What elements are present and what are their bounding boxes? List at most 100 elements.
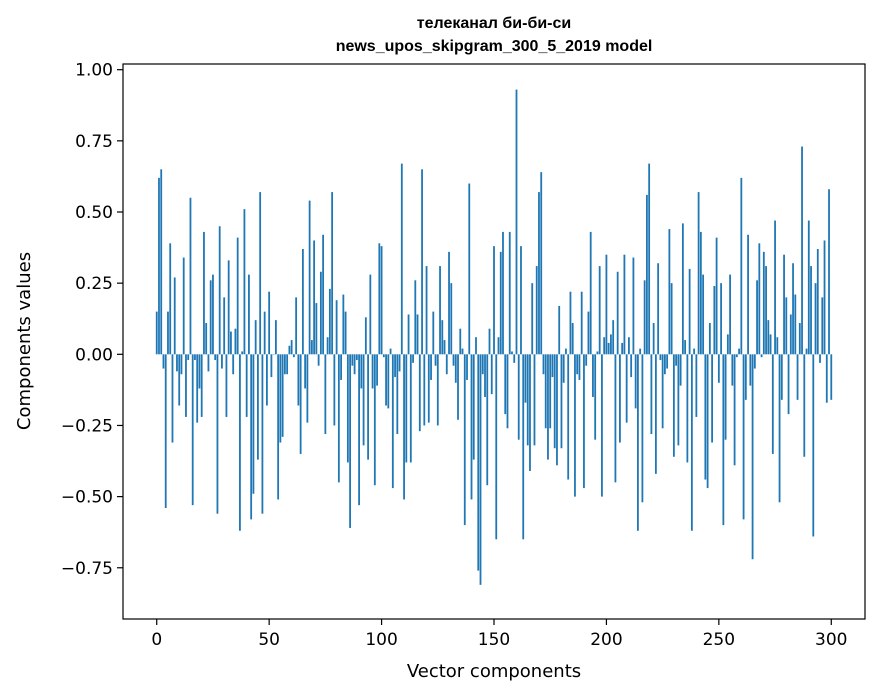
x-tick-label-250: 250 — [703, 630, 735, 650]
bar-201 — [607, 342, 610, 355]
bar-36 — [236, 237, 239, 355]
bar-128 — [443, 340, 446, 355]
bar-96 — [371, 354, 374, 389]
bar-67 — [306, 354, 309, 423]
bar-238 — [690, 354, 693, 531]
bar-142 — [475, 337, 477, 355]
bar-109 — [400, 163, 403, 355]
bar-143 — [477, 354, 480, 571]
bar-61 — [292, 354, 295, 358]
bar-22 — [205, 323, 208, 355]
bar-240 — [695, 354, 698, 417]
bar-183 — [567, 354, 570, 480]
bar-117 — [418, 354, 421, 432]
bar-268 — [758, 243, 761, 355]
bar-69 — [310, 340, 313, 355]
bar-188 — [578, 354, 581, 380]
bar-205 — [616, 271, 619, 355]
bar-113 — [409, 354, 412, 463]
y-tick-label-6: 0.75 — [75, 132, 113, 152]
bar-11 — [180, 354, 183, 375]
bar-165 — [526, 354, 529, 446]
bar-66 — [304, 354, 307, 389]
x-tick-label-300: 300 — [815, 630, 847, 650]
bar-55 — [279, 354, 282, 443]
bar-180 — [560, 354, 563, 449]
bar-225 — [661, 354, 664, 429]
bar-192 — [587, 311, 590, 355]
x-tick-label-0: 0 — [151, 630, 162, 650]
bar-289 — [805, 348, 808, 355]
bar-97 — [373, 354, 376, 486]
bar-215 — [639, 348, 642, 355]
bar-169 — [535, 266, 538, 355]
bar-283 — [792, 263, 794, 355]
bar-161 — [517, 354, 520, 440]
bar-92 — [362, 354, 365, 446]
bar-46 — [259, 192, 262, 355]
bar-40 — [245, 354, 248, 417]
bar-270 — [762, 251, 765, 355]
bar-90 — [358, 354, 360, 506]
bar-281 — [787, 354, 790, 415]
bar-108 — [398, 354, 401, 372]
bar-50 — [268, 291, 271, 355]
bar-236 — [686, 354, 689, 463]
bar-202 — [610, 334, 612, 355]
bar-125 — [436, 354, 439, 426]
bar-197 — [598, 266, 601, 355]
bar-24 — [209, 280, 212, 355]
bar-70 — [313, 240, 316, 355]
bar-233 — [679, 354, 682, 386]
bar-291 — [810, 266, 812, 355]
bar-124 — [434, 354, 437, 366]
bar-23 — [207, 354, 210, 372]
bar-287 — [801, 146, 803, 355]
bar-189 — [580, 291, 583, 355]
bar-28 — [218, 226, 221, 355]
bar-139 — [468, 183, 471, 355]
bar-78 — [331, 192, 334, 355]
bar-285 — [796, 354, 799, 400]
bar-178 — [556, 354, 558, 466]
bar-256 — [731, 354, 734, 386]
bar-247 — [711, 354, 713, 443]
bar-179 — [558, 305, 561, 355]
bar-158 — [511, 351, 513, 355]
bar-198 — [601, 354, 603, 497]
bar-8 — [173, 277, 176, 355]
bar-141 — [472, 354, 475, 460]
bar-129 — [445, 354, 448, 375]
bar-204 — [614, 354, 617, 483]
bar-208 — [623, 254, 626, 355]
bar-84 — [344, 311, 347, 355]
bar-275 — [774, 220, 776, 355]
bar-147 — [486, 354, 489, 486]
bar-47 — [261, 354, 264, 514]
bar-295 — [819, 354, 821, 363]
y-tick-label-0: −0.75 — [61, 559, 113, 579]
bar-111 — [405, 354, 408, 463]
x-tick-label-50: 50 — [258, 630, 280, 650]
bar-290 — [807, 220, 810, 355]
bar-119 — [423, 354, 426, 426]
bar-166 — [529, 354, 531, 471]
bar-199 — [603, 337, 606, 355]
bar-114 — [412, 354, 414, 363]
bar-214 — [637, 354, 639, 531]
bar-87 — [351, 354, 354, 366]
bar-63 — [297, 354, 300, 406]
bar-252 — [722, 354, 725, 526]
bar-34 — [232, 354, 235, 375]
x-tick-label-200: 200 — [590, 630, 622, 650]
bar-39 — [243, 209, 246, 355]
bar-45 — [257, 354, 259, 460]
bar-71 — [315, 303, 318, 355]
bar-54 — [277, 354, 280, 500]
bar-190 — [583, 354, 585, 489]
bar-145 — [481, 354, 484, 375]
bar-62 — [295, 297, 298, 355]
bar-25 — [212, 274, 214, 355]
bar-79 — [333, 354, 336, 426]
bar-60 — [290, 340, 293, 355]
